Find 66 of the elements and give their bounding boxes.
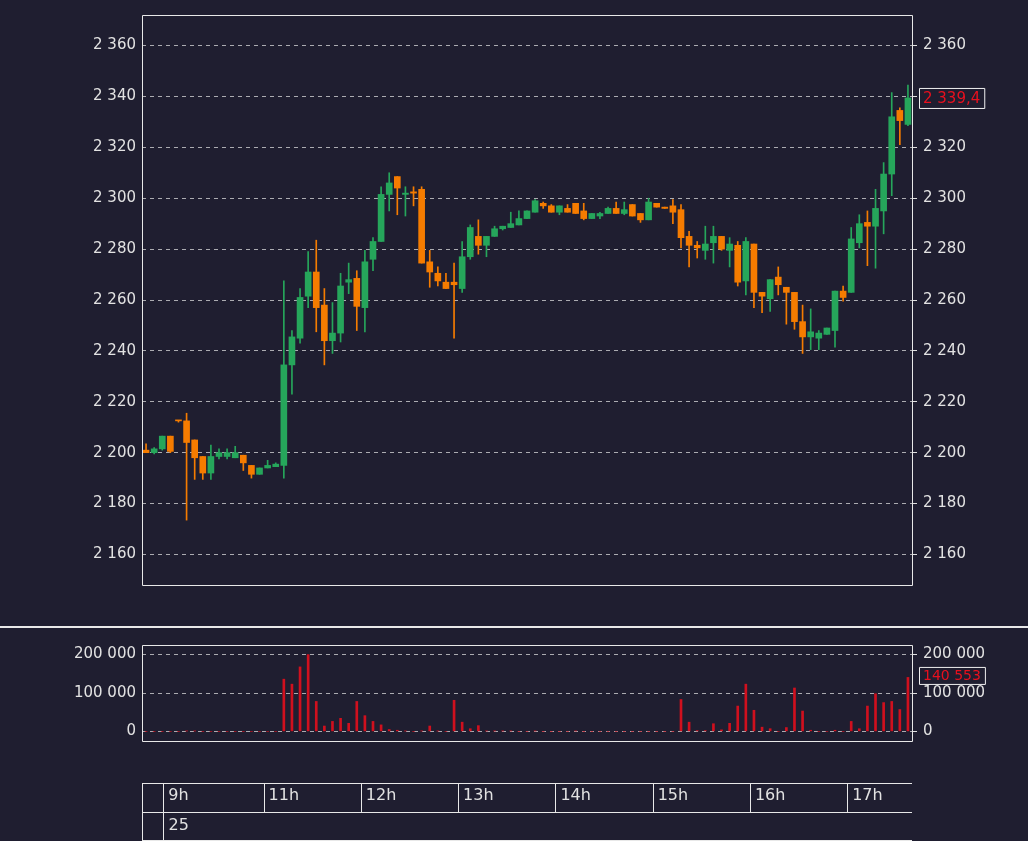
bar: [785, 727, 788, 732]
y-tick-label: 100 000: [73, 682, 136, 701]
candlestick: [588, 213, 596, 219]
y2-tick-label: 2 300: [923, 188, 966, 207]
x-tick-label: 12h: [365, 784, 397, 804]
text: 140 553: [923, 667, 981, 684]
bar: [728, 723, 731, 732]
y2-tick-label: 2 360: [923, 35, 966, 54]
x-tick-label: 17h: [852, 784, 883, 804]
bar: [323, 725, 326, 732]
y2-tick-label: 2 220: [923, 391, 966, 410]
bar: [428, 725, 432, 732]
bar: [857, 728, 861, 732]
y-tick-label: 2 300: [93, 188, 136, 207]
y-tick-label: 2 320: [93, 137, 136, 156]
bar: [477, 725, 480, 732]
bar: [331, 721, 334, 732]
bar: [736, 705, 740, 732]
bar: [347, 723, 351, 732]
x-tick-label: 16h: [754, 784, 786, 804]
x-tick-label: 11h: [268, 784, 300, 804]
y2-tick-label: 0: [923, 721, 933, 740]
bar: [890, 701, 894, 732]
y-tick-label: 200 000: [73, 644, 136, 663]
y-tick-label: 2 340: [93, 86, 136, 105]
y2-tick-label: 2 320: [923, 137, 966, 156]
y-tick-label: 0: [126, 721, 136, 740]
y2-tick-label: 2 260: [923, 289, 966, 308]
candlestick: [523, 210, 531, 219]
bar: [712, 723, 715, 732]
y-tick-label: 2 160: [93, 544, 136, 563]
x-tick-label: 9h: [168, 784, 189, 804]
y2-tick-label: 100 000: [923, 682, 986, 701]
y2-tick-label: 2 280: [923, 239, 966, 257]
text: 25: [168, 815, 189, 835]
bar: [882, 702, 885, 732]
text: 2 339,4: [923, 88, 981, 107]
candlestick: [653, 202, 661, 208]
bar: [339, 718, 342, 732]
y-tick-label: 2 220: [93, 391, 136, 410]
y2-tick-label: 2 180: [923, 493, 966, 512]
bar: [849, 721, 853, 732]
y-tick-label: 2 260: [93, 289, 136, 308]
bar: [468, 728, 472, 732]
candlestick: [345, 262, 353, 294]
y2-tick-label: 2 240: [923, 340, 966, 359]
bar: [793, 687, 796, 732]
y-tick-label: 2 200: [93, 442, 136, 461]
y-tick-label: 2 360: [93, 35, 136, 54]
y-tick-label: 2 180: [93, 493, 136, 512]
candlestick: [823, 327, 831, 335]
x-tick-label: 15h: [657, 784, 689, 804]
candlestick: [661, 206, 669, 209]
y2-tick-label: 200 000: [923, 644, 986, 663]
y2-tick-label: 2 200: [923, 442, 966, 461]
y-tick-label: 2 240: [93, 340, 136, 359]
x-tick-label: 14h: [560, 784, 591, 804]
y2-tick-label: 2 160: [923, 544, 966, 563]
x-tick-label: 13h: [463, 784, 494, 804]
bar: [866, 705, 869, 732]
bar: [801, 710, 804, 732]
bar: [355, 701, 359, 732]
bar: [314, 701, 318, 732]
bar: [874, 693, 877, 732]
y-tick-label: 2 280: [93, 239, 136, 257]
bar: [387, 729, 391, 732]
